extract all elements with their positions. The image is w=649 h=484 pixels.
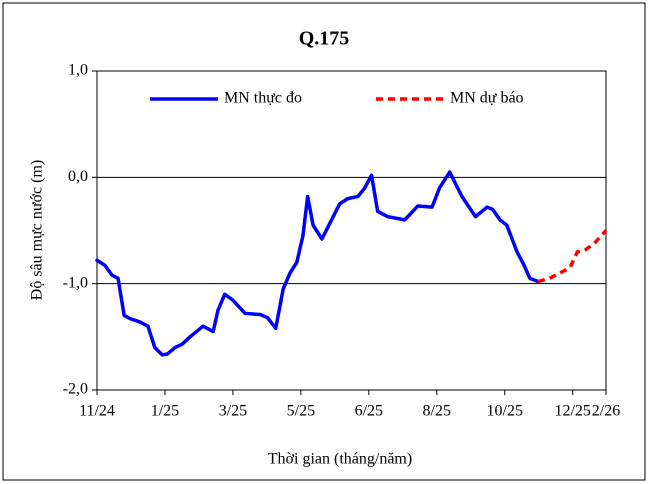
- y-tick-label: -2,0: [63, 381, 88, 398]
- legend-label: MN dự báo: [450, 90, 524, 107]
- x-tick-label: 12/25: [554, 403, 590, 420]
- x-tick-label: 2/26: [592, 403, 620, 420]
- y-axis-label: Độ sâu mực nước (m): [29, 160, 46, 300]
- x-tick-label: 1/25: [151, 403, 179, 420]
- y-tick-label: -1,0: [63, 274, 88, 291]
- y-tick-label: 0,0: [68, 168, 88, 185]
- x-tick-label: 5/25: [287, 403, 315, 420]
- chart-title: Q.175: [299, 28, 350, 50]
- x-axis-label: Thời gian (tháng/năm): [268, 451, 412, 468]
- series-line: [95, 170, 540, 357]
- x-tick-label: 11/24: [79, 403, 115, 420]
- x-tick-label: 8/25: [423, 403, 451, 420]
- legend-label: MN thực đo: [224, 90, 302, 107]
- series-line: [537, 229, 608, 284]
- x-tick-label: 10/25: [487, 403, 523, 420]
- x-tick-label: 3/25: [219, 403, 247, 420]
- x-tick-label: 6/25: [355, 403, 383, 420]
- y-tick-label: 1,0: [68, 62, 88, 79]
